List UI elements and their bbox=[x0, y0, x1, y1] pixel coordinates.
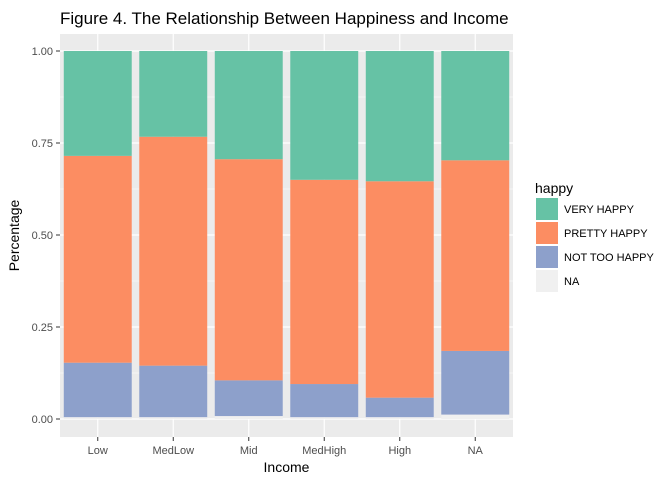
legend: happy VERY HAPPY PRETTY HAPPY NOT TOO HAPP… bbox=[535, 180, 655, 292]
legend-label: VERY HAPPY bbox=[564, 204, 635, 216]
y-axis: 0.00 0.25 0.50 0.75 1.00 bbox=[32, 46, 60, 426]
bar-segment bbox=[63, 417, 132, 419]
y-axis-label: Percentage bbox=[6, 199, 22, 271]
legend-key bbox=[536, 222, 558, 244]
x-tick-label: MedHigh bbox=[302, 445, 346, 457]
bars bbox=[63, 51, 510, 419]
y-tick-label: 1.00 bbox=[32, 46, 53, 58]
bar-segment bbox=[214, 159, 283, 381]
y-tick-label: 0.50 bbox=[32, 230, 53, 242]
bar-segment bbox=[365, 397, 434, 418]
bar-segment bbox=[139, 51, 208, 137]
bar-segment bbox=[441, 414, 510, 419]
legend-key bbox=[536, 246, 558, 268]
y-tick-label: 0.25 bbox=[32, 322, 53, 334]
bar-segment bbox=[290, 417, 359, 419]
bar-segment bbox=[139, 136, 208, 366]
bar-segment bbox=[441, 160, 510, 351]
bar-segment bbox=[63, 362, 132, 418]
legend-key bbox=[536, 270, 558, 292]
legend-label: PRETTY HAPPY bbox=[564, 228, 648, 240]
bar-segment bbox=[63, 155, 132, 363]
bar-segment bbox=[214, 380, 283, 417]
legend-label: NOT TOO HAPPY bbox=[564, 252, 655, 264]
bar-segment bbox=[290, 179, 359, 385]
x-tick-label: Low bbox=[88, 445, 108, 457]
bar-segment bbox=[290, 51, 359, 180]
y-tick-label: 0.75 bbox=[32, 138, 53, 150]
chart-title: Figure 4. The Relationship Between Happi… bbox=[60, 9, 509, 28]
x-tick-label: Mid bbox=[240, 445, 258, 457]
bar-segment bbox=[63, 51, 132, 156]
legend-key bbox=[536, 198, 558, 220]
bar-segment bbox=[365, 417, 434, 419]
bar-segment bbox=[214, 51, 283, 160]
x-tick-label: NA bbox=[468, 445, 484, 457]
legend-title: happy bbox=[535, 180, 573, 196]
x-tick-label: MedLow bbox=[152, 445, 194, 457]
bar-segment bbox=[139, 417, 208, 419]
bar-segment bbox=[365, 51, 434, 182]
legend-label: NA bbox=[564, 276, 580, 288]
bar-segment bbox=[214, 416, 283, 419]
x-tick-label: High bbox=[388, 445, 411, 457]
bar-segment bbox=[290, 384, 359, 418]
bar-segment bbox=[139, 365, 208, 418]
bar-segment bbox=[441, 51, 510, 161]
bar-segment bbox=[441, 350, 510, 415]
x-axis: Low MedLow Mid MedHigh High NA bbox=[88, 437, 484, 457]
x-axis-label: Income bbox=[264, 459, 310, 475]
bar-segment bbox=[365, 181, 434, 398]
y-tick-label: 0.00 bbox=[32, 414, 53, 426]
